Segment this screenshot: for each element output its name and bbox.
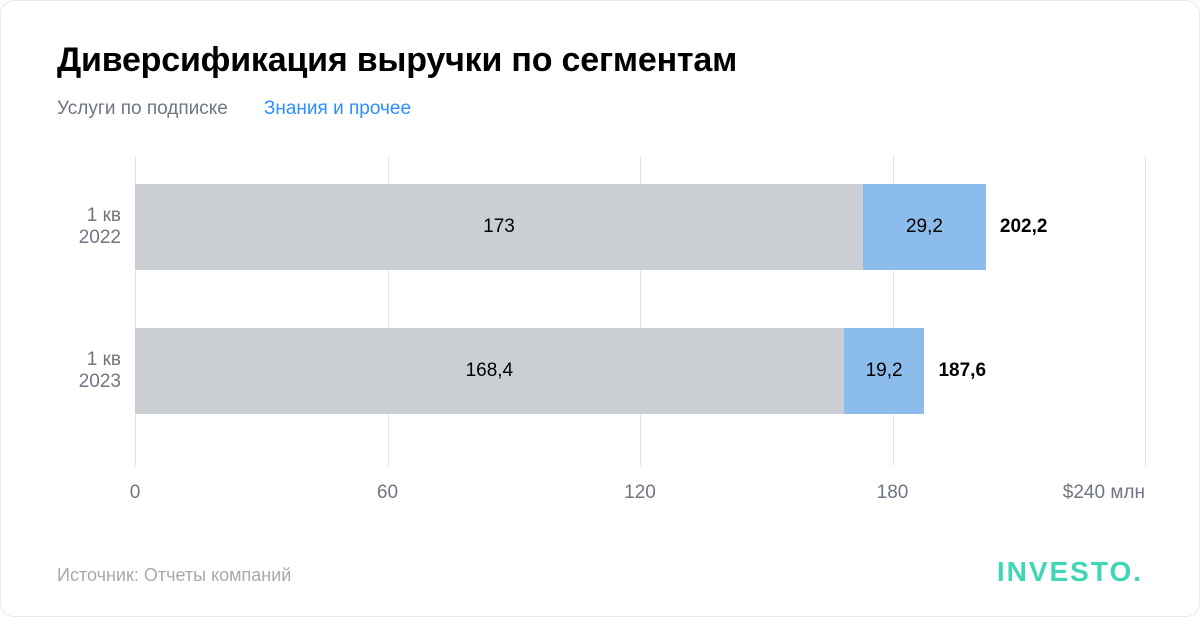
source-caption: Источник: Отчеты компаний <box>57 565 291 586</box>
source-text: Отчеты компаний <box>144 565 292 585</box>
bar-stack: 168,419,2 <box>135 328 924 414</box>
bar-segment: 19,2 <box>844 328 925 414</box>
brand-logo: INVESTO. <box>997 556 1143 588</box>
bar-row: 1 кв 202217329,2202,2 <box>135 184 1143 270</box>
bar-row: 1 кв 2023168,419,2187,6 <box>135 328 1143 414</box>
chart-title: Диверсификация выручки по сегментам <box>57 41 1143 80</box>
source-prefix: Источник: <box>57 565 144 585</box>
legend-item-series2: Знания и прочее <box>264 98 411 120</box>
chart-card: Диверсификация выручки по сегментам Услу… <box>0 0 1200 617</box>
legend-item-series1: Услуги по подписке <box>57 98 228 120</box>
chart-bars: 1 кв 202217329,2202,21 кв 2023168,419,21… <box>135 156 1143 414</box>
gridline <box>1145 156 1146 466</box>
x-axis-tick: 180 <box>877 482 909 504</box>
x-axis-tick: 0 <box>130 482 141 504</box>
bar-segment: 168,4 <box>135 328 844 414</box>
bar-total-label: 202,2 <box>1000 216 1048 238</box>
bar-total-label: 187,6 <box>938 360 986 382</box>
x-axis-tick: $240 млн <box>1063 482 1145 504</box>
bar-segment: 173 <box>135 184 863 270</box>
y-axis-label: 1 кв 2022 <box>43 205 135 249</box>
x-axis-tick: 60 <box>377 482 398 504</box>
bar-stack: 17329,2 <box>135 184 986 270</box>
chart-legend: Услуги по подписке Знания и прочее <box>57 98 1143 120</box>
x-axis-tick: 120 <box>624 482 656 504</box>
chart-x-axis: 060120180$240 млн <box>135 472 1143 512</box>
y-axis-label: 1 кв 2023 <box>43 349 135 393</box>
chart-plot-area: 1 кв 202217329,2202,21 кв 2023168,419,21… <box>135 156 1143 466</box>
bar-segment: 29,2 <box>863 184 986 270</box>
